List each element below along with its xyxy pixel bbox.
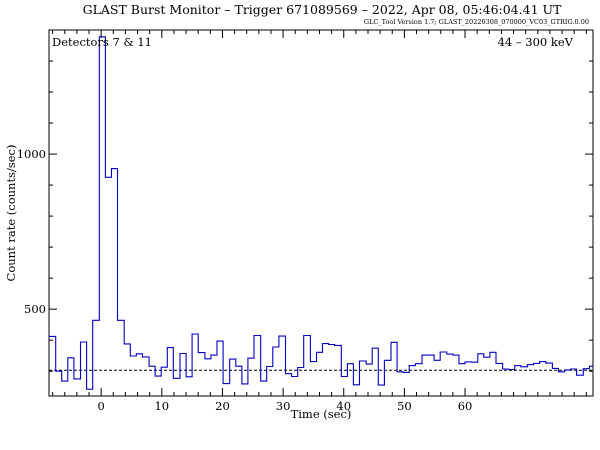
x-tick-label: 0 [97, 399, 104, 413]
count-rate-series [49, 36, 593, 390]
chart-title: GLAST Burst Monitor – Trigger 671089569 … [83, 2, 562, 17]
energy-range-label: 44 – 300 keV [498, 35, 574, 49]
x-tick-label: 50 [397, 399, 412, 413]
y-tick-label: 500 [24, 302, 46, 316]
detectors-label: Detectors 7 & 11 [52, 35, 152, 49]
axis-tick-labels: 0 10 20 30 40 50 60 500 1000 [17, 147, 473, 413]
chart-subtitle: GLC_Tool Version 1.7; GLAST_20220308_070… [364, 18, 589, 26]
y-tick-label: 1000 [17, 147, 46, 161]
x-tick-label: 20 [215, 399, 230, 413]
y-axis-label: Count rate (counts/sec) [4, 145, 18, 282]
x-tick-label: 10 [154, 399, 169, 413]
x-tick-label: 30 [276, 399, 291, 413]
axis-ticks [49, 30, 593, 396]
plot-frame [48, 29, 594, 397]
x-axis-label: Time (sec) [291, 407, 352, 421]
x-tick-label: 60 [458, 399, 473, 413]
x-tick-label: 40 [336, 399, 351, 413]
